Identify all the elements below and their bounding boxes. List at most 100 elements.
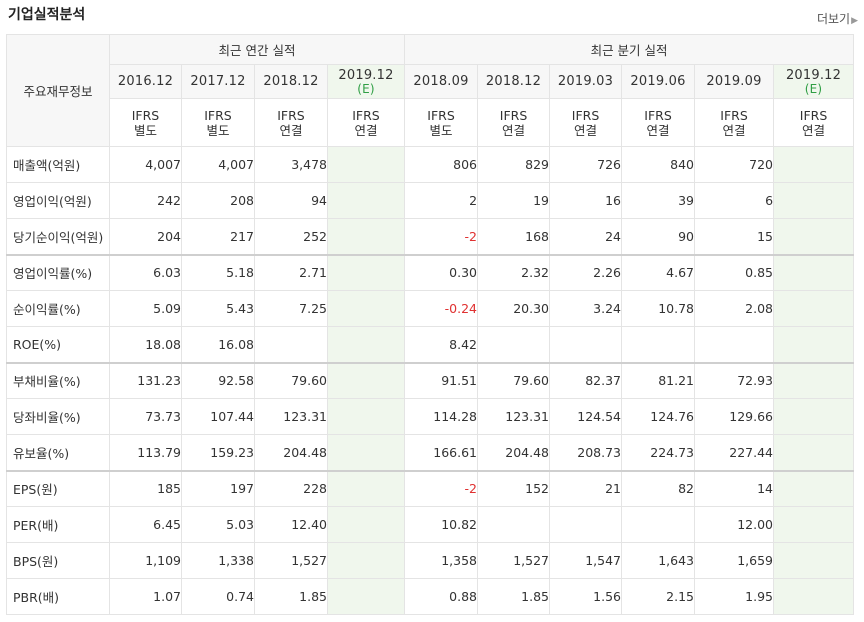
table-cell: 0.88: [404, 578, 479, 615]
table-cell: 1,547: [549, 542, 623, 579]
period-row: 2016.12 2017.12 2018.12 2019.12 (E) 2018.09 20…: [7, 64, 855, 99]
ifrs-text: 별도: [206, 122, 230, 138]
table-cell: [694, 326, 775, 363]
table-cell: 204.48: [254, 434, 328, 471]
table-cell: 4,007: [109, 146, 182, 183]
ifrs-text: IFRS: [277, 107, 305, 123]
table-cell: 1.85: [477, 578, 551, 615]
table-cell: [326, 506, 406, 543]
table-cell: 208: [181, 182, 255, 219]
table-cell: 1.85: [254, 578, 328, 615]
table-cell: [326, 218, 406, 255]
row-label: PBR(배): [6, 578, 110, 615]
ifrs-text: IFRS: [427, 107, 455, 123]
period-year: 2019.09: [706, 73, 762, 89]
row-label: EPS(원): [6, 469, 110, 507]
ifrs-text: IFRS: [720, 107, 748, 123]
row-label: 부채비율(%): [6, 361, 110, 399]
row-label: 당기순이익(억원): [6, 218, 110, 255]
table-row: 순이익률(%) 5.09 5.43 7.25 -0.24 20.30 3.24 10.78 2.…: [6, 290, 855, 327]
table-cell: 8.42: [404, 326, 479, 363]
table-cell: [773, 398, 855, 435]
table-row: 당기순이익(억원) 204 217 252 -2 168 24 90 15: [6, 218, 855, 255]
ifrs-text: IFRS: [131, 107, 160, 123]
corner-label: 주요재무정보: [6, 34, 110, 147]
table-cell: 12.40: [254, 506, 328, 543]
table-cell: 1,358: [404, 542, 479, 579]
ifrs-text: IFRS: [644, 107, 672, 123]
ifrs-header: IFRS 별도: [181, 98, 255, 147]
table-cell: 720: [694, 146, 775, 183]
table-cell: 726: [549, 146, 623, 183]
period-header: 2018.12: [477, 64, 551, 99]
table-cell: 4.67: [621, 253, 696, 291]
table-cell: 227.44: [694, 434, 775, 471]
table-row: ROE(%) 18.08 16.08 8.42: [6, 326, 855, 363]
period-header: 2019.06: [621, 64, 696, 99]
ifrs-text: 연결: [574, 122, 598, 138]
period-year: 2019.12: [785, 67, 842, 83]
period-year: 2017.12: [190, 73, 246, 89]
table-cell: 208.73: [549, 434, 623, 471]
table-cell: [773, 290, 855, 327]
row-label: ROE(%): [6, 326, 110, 363]
table-cell: 252: [254, 218, 328, 255]
table-cell: 24: [549, 218, 623, 255]
table-cell: [773, 506, 855, 543]
table-body: 매출액(억원) 4,007 4,007 3,478 806 829 726 840 720 영업이…: [6, 146, 855, 615]
table-cell: 6: [694, 182, 775, 219]
ifrs-text: 연결: [279, 122, 303, 138]
table-cell: 16: [549, 182, 623, 219]
ifrs-text: 별도: [133, 122, 157, 138]
period-header: 2019.09: [694, 64, 775, 99]
table-cell: [326, 398, 406, 435]
ifrs-text: IFRS: [352, 107, 380, 123]
table-cell: 0.30: [404, 253, 479, 291]
period-year: 2019.12: [338, 67, 394, 83]
section-title: 기업실적분석: [8, 7, 86, 23]
table-cell: 90: [621, 218, 696, 255]
table-cell: [326, 361, 406, 399]
table-cell: [326, 326, 406, 363]
table-cell: [326, 253, 406, 291]
table-cell: 2.32: [477, 253, 551, 291]
table-cell: 159.23: [181, 434, 255, 471]
more-link[interactable]: 더보기▶: [817, 10, 858, 27]
period-header: 2019.03: [549, 64, 623, 99]
table-cell: [773, 218, 855, 255]
table-cell: 107.44: [181, 398, 255, 435]
row-label: 영업이익률(%): [6, 253, 110, 291]
row-label: 순이익률(%): [6, 290, 110, 327]
table-cell: 123.31: [477, 398, 551, 435]
table-cell: 152: [477, 469, 551, 507]
table-cell: 129.66: [694, 398, 775, 435]
table-cell: [621, 506, 696, 543]
table-row: PER(배) 6.45 5.03 12.40 10.82 12.00: [6, 506, 855, 543]
ifrs-text: 연결: [502, 122, 526, 138]
table-cell: [773, 253, 855, 291]
table-cell: 123.31: [254, 398, 328, 435]
table-cell: 2.71: [254, 253, 328, 291]
ifrs-header: IFRS 연결: [326, 98, 406, 147]
period-header: 2018.09: [404, 64, 479, 99]
table-cell: 1,527: [477, 542, 551, 579]
table-cell: 6.45: [109, 506, 182, 543]
table-row: 영업이익(억원) 242 208 94 2 19 16 39 6: [6, 182, 855, 219]
table-cell: 3,478: [254, 146, 328, 183]
quarter-group-header: 최근 분기 실적: [404, 34, 855, 65]
table-cell: 3.24: [549, 290, 623, 327]
table-cell: 0.85: [694, 253, 775, 291]
table-cell: 7.25: [254, 290, 328, 327]
period-header: 2019.12 (E): [326, 64, 406, 99]
period-year: 2016.12: [117, 73, 174, 89]
table-cell: [773, 146, 855, 183]
ifrs-text: 연결: [802, 122, 826, 138]
table-cell: 91.51: [404, 361, 479, 399]
table-row: 유보율(%) 113.79 159.23 204.48 166.61 204.48 208.…: [6, 434, 855, 471]
table-cell: [549, 506, 623, 543]
table-cell: 168: [477, 218, 551, 255]
financial-table: 주요재무정보 최근 연간 실적 최근 분기 실적 2016.12 2017.12 2…: [6, 34, 855, 615]
table-cell: 131.23: [109, 361, 182, 399]
ifrs-header: IFRS 연결: [621, 98, 696, 147]
ifrs-text: 연결: [354, 122, 378, 138]
